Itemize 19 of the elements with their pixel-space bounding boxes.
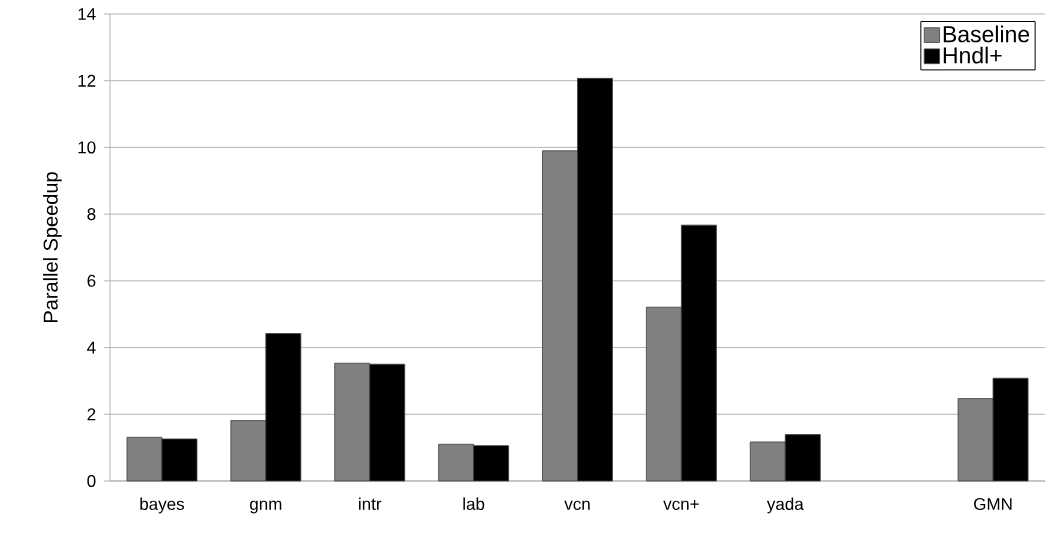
y-tick-label: 14 — [78, 8, 96, 20]
x-tick-label: GMN — [974, 497, 1012, 511]
y-axis-title: Parallel Speedup — [43, 172, 62, 323]
x-tick-label: vcn — [564, 500, 590, 511]
y-tick-label: 10 — [78, 141, 96, 154]
y-tick-label: 0 — [87, 474, 96, 488]
x-tick-label: gnm — [250, 500, 282, 514]
y-tick-label: 2 — [87, 408, 96, 421]
x-tick-label: vcn+ — [663, 500, 699, 511]
x-tick-label: intr — [359, 497, 382, 510]
y-tick-label: 12 — [78, 74, 96, 87]
x-tick-label: yada — [766, 497, 804, 514]
legend-label: Baseline — [943, 25, 1030, 43]
legend-label: Hndl+ — [943, 46, 1002, 64]
x-tick-label: lab — [463, 497, 485, 511]
y-tick-label: 8 — [87, 208, 96, 221]
x-tick-label: bayes — [140, 497, 185, 514]
y-tick-label: 4 — [87, 341, 96, 354]
y-tick-label: 6 — [87, 274, 96, 287]
